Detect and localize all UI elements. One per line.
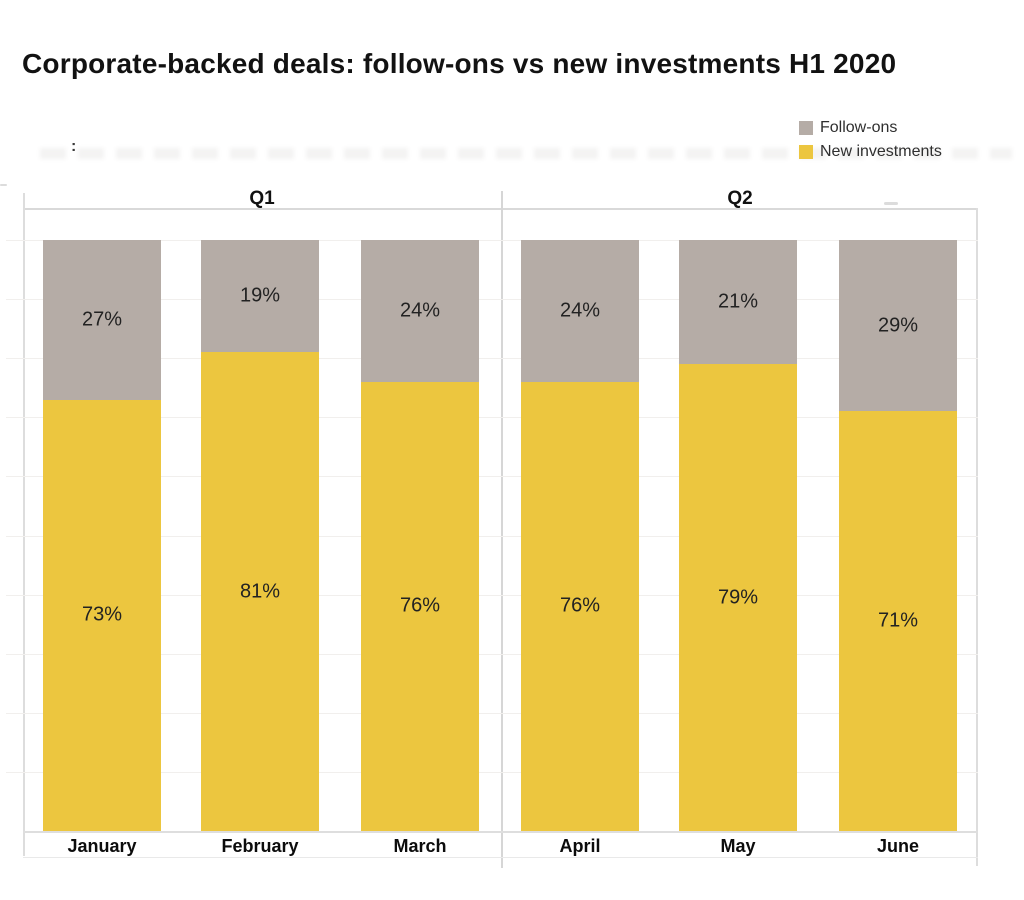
data-label-follow-ons-february: 19% xyxy=(239,284,281,307)
legend: Follow-ons New investments xyxy=(799,116,942,164)
gridline xyxy=(6,535,978,537)
x-axis-label-march: March xyxy=(393,836,447,856)
smudge-artifact xyxy=(0,184,7,186)
bar-may-segment-follow-ons xyxy=(679,240,797,365)
quarter-divider-line xyxy=(501,191,503,868)
x-axis-label-june: June xyxy=(876,836,919,856)
data-label-follow-ons-april: 24% xyxy=(559,299,601,322)
data-label-new-investments-april: 76% xyxy=(559,594,601,617)
x-axis-baseline xyxy=(23,831,978,833)
gridline xyxy=(6,771,978,773)
data-label-new-investments-january: 73% xyxy=(81,603,123,626)
legend-item-follow-ons: Follow-ons xyxy=(799,116,942,140)
x-axis-label-may: May xyxy=(720,836,756,856)
axis-row-bottom-border xyxy=(23,857,978,858)
gridline xyxy=(6,299,978,301)
bar-february-segment-new-investments xyxy=(201,352,319,831)
bar-february-segment-follow-ons xyxy=(201,240,319,353)
legend-item-new-investments: New investments xyxy=(799,140,942,164)
x-axis-label-january: January xyxy=(67,836,137,856)
data-label-new-investments-march: 76% xyxy=(399,594,441,617)
legend-label: Follow-ons xyxy=(820,119,898,136)
bar-march-segment-follow-ons xyxy=(361,240,479,382)
chart-title: Corporate-backed deals: follow-ons vs ne… xyxy=(22,48,897,79)
data-label-follow-ons-march: 24% xyxy=(399,299,441,322)
x-axis-label-february: February xyxy=(221,836,299,856)
bar-march-segment-new-investments xyxy=(361,381,479,831)
data-label-follow-ons-may: 21% xyxy=(717,290,759,313)
erased-subtitle-ghost xyxy=(40,148,1012,159)
plot-frame-top xyxy=(23,208,978,210)
new-investments-swatch-icon xyxy=(799,145,813,159)
follow-ons-swatch-icon xyxy=(799,121,813,135)
gridline xyxy=(6,417,978,419)
bar-june-segment-new-investments xyxy=(839,411,957,831)
bar-january-segment-new-investments xyxy=(43,399,161,831)
bar-may-segment-new-investments xyxy=(679,364,797,831)
data-label-follow-ons-june: 29% xyxy=(877,314,919,337)
smudge-artifact xyxy=(884,202,898,205)
legend-label: New investments xyxy=(820,143,942,160)
gridline xyxy=(6,240,978,241)
bar-april-segment-follow-ons xyxy=(521,240,639,382)
bar-june-segment-follow-ons xyxy=(839,240,957,412)
bar-january-segment-follow-ons xyxy=(43,240,161,400)
bar-april-segment-new-investments xyxy=(521,381,639,831)
gridline xyxy=(6,594,978,596)
x-axis-label-april: April xyxy=(559,836,601,856)
gridline xyxy=(6,712,978,714)
plot-frame-left xyxy=(23,193,25,856)
gridline xyxy=(6,653,978,655)
quarter-label-q1: Q1 xyxy=(249,188,275,209)
data-label-follow-ons-january: 27% xyxy=(81,308,123,331)
data-label-new-investments-june: 71% xyxy=(877,609,919,632)
plot-frame-right xyxy=(976,208,978,866)
gridline xyxy=(6,476,978,478)
data-label-new-investments-february: 81% xyxy=(239,580,281,603)
gridline xyxy=(6,358,978,360)
stray-colon-artifact: : xyxy=(71,138,77,155)
data-label-new-investments-may: 79% xyxy=(717,586,759,609)
quarter-label-q2: Q2 xyxy=(727,188,753,209)
